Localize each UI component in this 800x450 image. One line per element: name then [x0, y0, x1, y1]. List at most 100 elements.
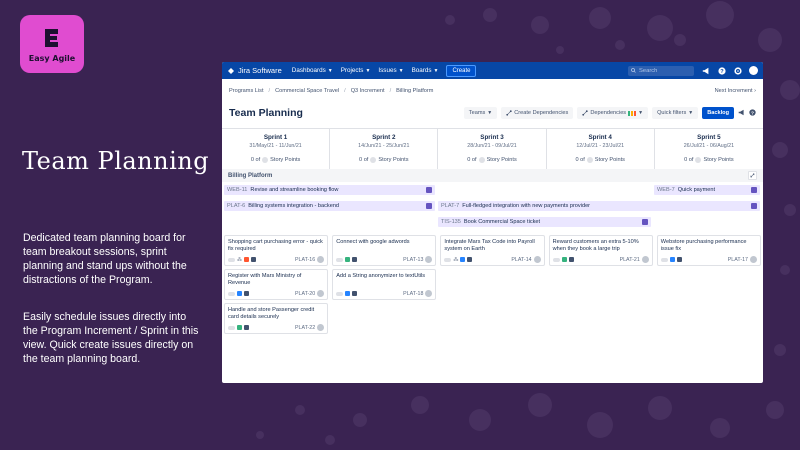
next-increment-link[interactable]: Next Increment › — [714, 88, 756, 94]
issue-key[interactable]: PLAT-22 — [294, 324, 316, 331]
help-icon[interactable]: ? — [717, 66, 726, 75]
jira-window: Jira Software Dashboards ▼ Projects ▼ Issu… — [222, 62, 763, 383]
logo-text: Easy Agile — [28, 54, 76, 63]
feature-bar[interactable]: PLAT-7 Full-fledged integration with new… — [438, 201, 760, 211]
issue-meta: PLAT-22 — [228, 324, 325, 331]
feature-bar[interactable]: WEB-7 Quick payment — [654, 185, 760, 195]
estimate-badge — [552, 257, 560, 262]
issue-card[interactable]: Shopping cart purchasing error - quick f… — [224, 235, 329, 266]
assignee-avatar — [317, 290, 325, 297]
sprint-column-2: Sprint 2 14/Jun/21 - 25/Jun/21 0 of Story… — [330, 129, 439, 169]
points-label: Story Points — [378, 157, 409, 163]
team-name: Billing Platform — [228, 172, 273, 179]
create-dependencies-label: Create Dependencies — [514, 110, 569, 116]
issue-title: Connect with google adwords — [336, 239, 410, 245]
help-icon[interactable]: ? — [749, 108, 756, 118]
breadcrumb-separator: / — [389, 88, 392, 94]
feature-bar[interactable]: PLAT-6 Billing systems integration - bac… — [224, 201, 435, 211]
sprint-column-4: Sprint 4 12/Jul/21 - 23/Jul/21 0 of Story… — [547, 129, 655, 169]
sprint-4-issues: Reward customers an extra 5-10% when the… — [547, 235, 655, 334]
sprint-dates: 26/Jul/21 - 06/Aug/21 — [683, 143, 735, 149]
story-points-icon — [695, 157, 702, 163]
dependency-icon — [506, 110, 512, 116]
feature-bar[interactable]: WEB-11 Revise and streamline booking flo… — [224, 185, 435, 195]
issue-key[interactable]: PLAT-18 — [403, 290, 424, 297]
backlog-button[interactable]: Backlog — [702, 107, 734, 119]
issue-title: Handle and store Passenger credit card d… — [228, 307, 315, 320]
sprint-name: Sprint 2 — [372, 134, 396, 141]
assignee-avatar — [641, 256, 649, 263]
sprint-3-issues: Integrate Mars Tax Code into Payroll sys… — [438, 235, 546, 334]
nav-boards[interactable]: Boards ▼ — [412, 67, 439, 74]
chevron-down-icon: ▼ — [327, 67, 333, 74]
epic-icon — [751, 187, 757, 193]
quick-filters-dropdown[interactable]: Quick filters ▼ — [652, 107, 699, 119]
breadcrumb-increment[interactable]: Q3 Increment — [350, 88, 385, 94]
breadcrumb-program[interactable]: Commercial Space Travel — [275, 88, 340, 94]
nav-projects[interactable]: Projects ▼ — [341, 67, 371, 74]
sprint-column-5: Sprint 5 26/Jul/21 - 06/Aug/21 0 of Story… — [655, 129, 763, 169]
sprint-headers: Sprint 1 31/May/21 - 11/Jun/21 0 of Story… — [222, 128, 763, 169]
search-input[interactable]: Search — [628, 65, 694, 76]
jira-brand[interactable]: Jira Software — [227, 66, 282, 75]
feature-key: WEB-11 — [227, 187, 248, 193]
issue-card[interactable]: Connect with google adwords PLAT-13 — [332, 235, 437, 266]
issue-card[interactable]: Handle and store Passenger credit card d… — [224, 303, 329, 334]
assignee-avatar — [425, 256, 433, 263]
points-value: 0 of — [250, 157, 261, 163]
nav-issues[interactable]: Issues ▼ — [378, 67, 403, 74]
epic-color-icon — [251, 257, 256, 262]
hero-description-2: Easily schedule issues directly into the… — [23, 311, 199, 365]
issue-meta: PLAT-13 — [336, 256, 433, 263]
issue-key[interactable]: PLAT-14 — [511, 256, 532, 263]
task-icon — [669, 257, 675, 262]
sprint-story-points: 0 of Story Points — [330, 157, 437, 163]
issue-card[interactable]: Add a String anonymizer to textUtils PLA… — [332, 269, 437, 300]
teams-dropdown[interactable]: Teams ▼ — [463, 107, 498, 119]
user-avatar[interactable] — [749, 66, 758, 75]
issue-key[interactable]: PLAT-17 — [727, 256, 748, 263]
issue-meta: ⁂ PLAT-16 — [228, 256, 325, 263]
team-swimlane-header[interactable]: Billing Platform ⤢ — [222, 169, 763, 182]
sprint-column-1: Sprint 1 31/May/21 - 11/Jun/21 0 of Story… — [222, 129, 331, 169]
estimate-badge — [336, 257, 344, 262]
megaphone-icon[interactable] — [738, 109, 745, 118]
create-button[interactable]: Create — [446, 64, 477, 77]
issue-key[interactable]: PLAT-20 — [294, 290, 316, 297]
expand-icon[interactable]: ⤢ — [748, 171, 757, 180]
sprint-column-3: Sprint 3 28/Jun/21 - 09/Jul/21 0 of Story… — [438, 129, 547, 169]
issue-title: Shopping cart purchasing error - quick f… — [228, 239, 323, 252]
easy-agile-e-icon — [45, 29, 58, 47]
epic-icon — [751, 203, 757, 209]
breadcrumb-programs-list[interactable]: Programs List — [229, 88, 264, 94]
sprint-dates: 31/May/21 - 11/Jun/21 — [249, 143, 302, 149]
sprint-5-issues: Webstore purchasing performance issue fi… — [655, 235, 763, 334]
search-placeholder: Search — [639, 67, 658, 74]
create-dependencies-button[interactable]: Create Dependencies — [501, 107, 574, 119]
megaphone-icon[interactable] — [701, 66, 710, 75]
assignee-avatar — [749, 256, 757, 263]
issue-key[interactable]: PLAT-13 — [403, 256, 424, 263]
issue-card[interactable]: Reward customers an extra 5-10% when the… — [548, 235, 653, 266]
assignee-avatar — [317, 324, 325, 331]
issue-key[interactable]: PLAT-21 — [619, 256, 640, 263]
sprint-2-issues: Connect with google adwords PLAT-13 Add … — [330, 235, 438, 334]
issue-card[interactable]: Register with Mars Ministry of Revenue P… — [224, 269, 329, 300]
issue-card[interactable]: Webstore purchasing performance issue fi… — [656, 235, 761, 266]
nav-dashboards[interactable]: Dashboards ▼ — [292, 67, 333, 74]
story-icon — [237, 325, 242, 330]
breadcrumb-team[interactable]: Billing Platform — [396, 88, 434, 94]
feature-bar[interactable]: TIS-135 Book Commercial Space ticket — [438, 217, 651, 227]
points-value: 0 of — [359, 157, 369, 163]
sprint-story-points: 0 of Story Points — [655, 157, 763, 163]
settings-gear-icon[interactable] — [733, 66, 742, 75]
sprint-dates: 12/Jul/21 - 23/Jul/21 — [576, 143, 625, 149]
estimate-badge — [228, 257, 235, 262]
dependencies-dropdown[interactable]: Dependencies ▼ — [577, 107, 649, 119]
feature-title: Book Commercial Space ticket — [463, 219, 541, 225]
points-value: 0 of — [684, 157, 694, 163]
sprint-story-points: 0 of Story Points — [547, 157, 654, 163]
issue-card[interactable]: Integrate Mars Tax Code into Payroll sys… — [440, 235, 545, 266]
issue-key[interactable]: PLAT-16 — [294, 256, 316, 263]
page-title: Team Planning — [229, 107, 303, 119]
